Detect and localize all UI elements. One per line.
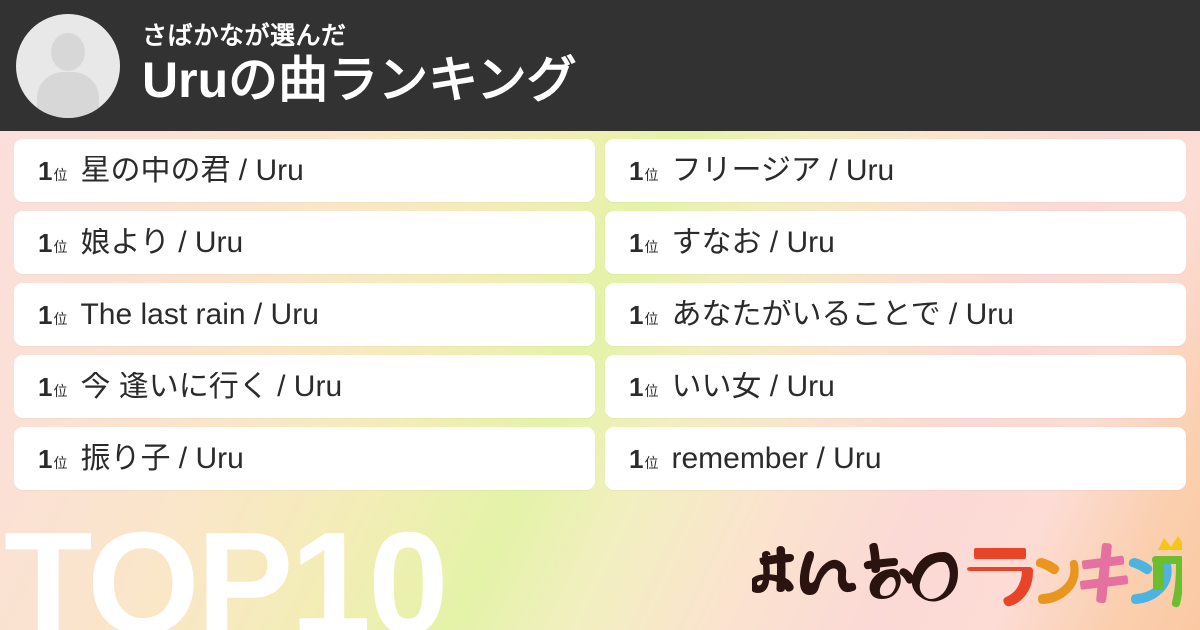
rank-unit: 位 <box>644 454 659 471</box>
logo-char-ra <box>967 548 1033 607</box>
rank-unit: 位 <box>53 382 68 399</box>
rank-unit: 位 <box>644 166 659 183</box>
logo-text-minnano <box>752 542 958 602</box>
top10-watermark: TOP10 <box>4 502 449 630</box>
rank-unit: 位 <box>644 382 659 399</box>
rank-unit: 位 <box>644 238 659 255</box>
crown-icon <box>1158 536 1182 550</box>
ranking-item-label: すなお / Uru <box>671 227 835 258</box>
rank-number: 1 <box>38 227 53 258</box>
rank-unit: 位 <box>53 310 68 327</box>
ranking-item-label: 振り子 / Uru <box>80 443 244 474</box>
rank-number: 1 <box>629 443 644 474</box>
header-kicker: さばかなが選んだ <box>142 21 347 50</box>
rank-number: 1 <box>38 299 53 330</box>
rank-unit: 位 <box>53 238 68 255</box>
logo-artwork <box>752 536 1182 608</box>
ranking-item-label: フリージア / Uru <box>671 155 895 186</box>
header-text-block: さばかなが選んだ Uruの曲ランキング <box>142 21 577 109</box>
rank-unit: 位 <box>53 454 68 471</box>
rank-number: 1 <box>629 371 644 402</box>
logo-char-ki <box>1079 542 1129 604</box>
logo-char-n1 <box>1035 558 1079 604</box>
rank-number: 1 <box>629 155 644 186</box>
rank-number: 1 <box>38 371 53 402</box>
rank-number: 1 <box>629 227 644 258</box>
rank-unit: 位 <box>53 166 68 183</box>
rank-unit: 位 <box>644 310 659 327</box>
ranking-item-label: あなたがいることで / Uru <box>671 299 1014 330</box>
ranking-item-label: 今 逢いに行く / Uru <box>80 371 343 402</box>
logo-char-n2 <box>1128 558 1172 604</box>
rank-number: 1 <box>629 299 644 330</box>
avatar-head-shape <box>51 32 85 71</box>
avatar-body-shape <box>37 71 99 118</box>
ranking-item-label: 星の中の君 / Uru <box>80 155 304 186</box>
user-avatar-icon <box>16 13 120 118</box>
minnano-ranking-logo <box>752 536 1182 612</box>
ranking-item-label: 娘より / Uru <box>80 227 244 258</box>
logo-char-gu <box>1152 556 1182 608</box>
page-title: Uruの曲ランキング <box>142 52 577 109</box>
ranking-item-label: remember / Uru <box>671 443 882 474</box>
header-bar: さばかなが選んだ Uruの曲ランキング <box>0 0 1200 131</box>
ranking-item-label: いい女 / Uru <box>671 371 835 402</box>
ranking-item-label: The last rain / Uru <box>80 299 319 330</box>
rank-number: 1 <box>38 443 53 474</box>
rank-number: 1 <box>38 155 53 186</box>
